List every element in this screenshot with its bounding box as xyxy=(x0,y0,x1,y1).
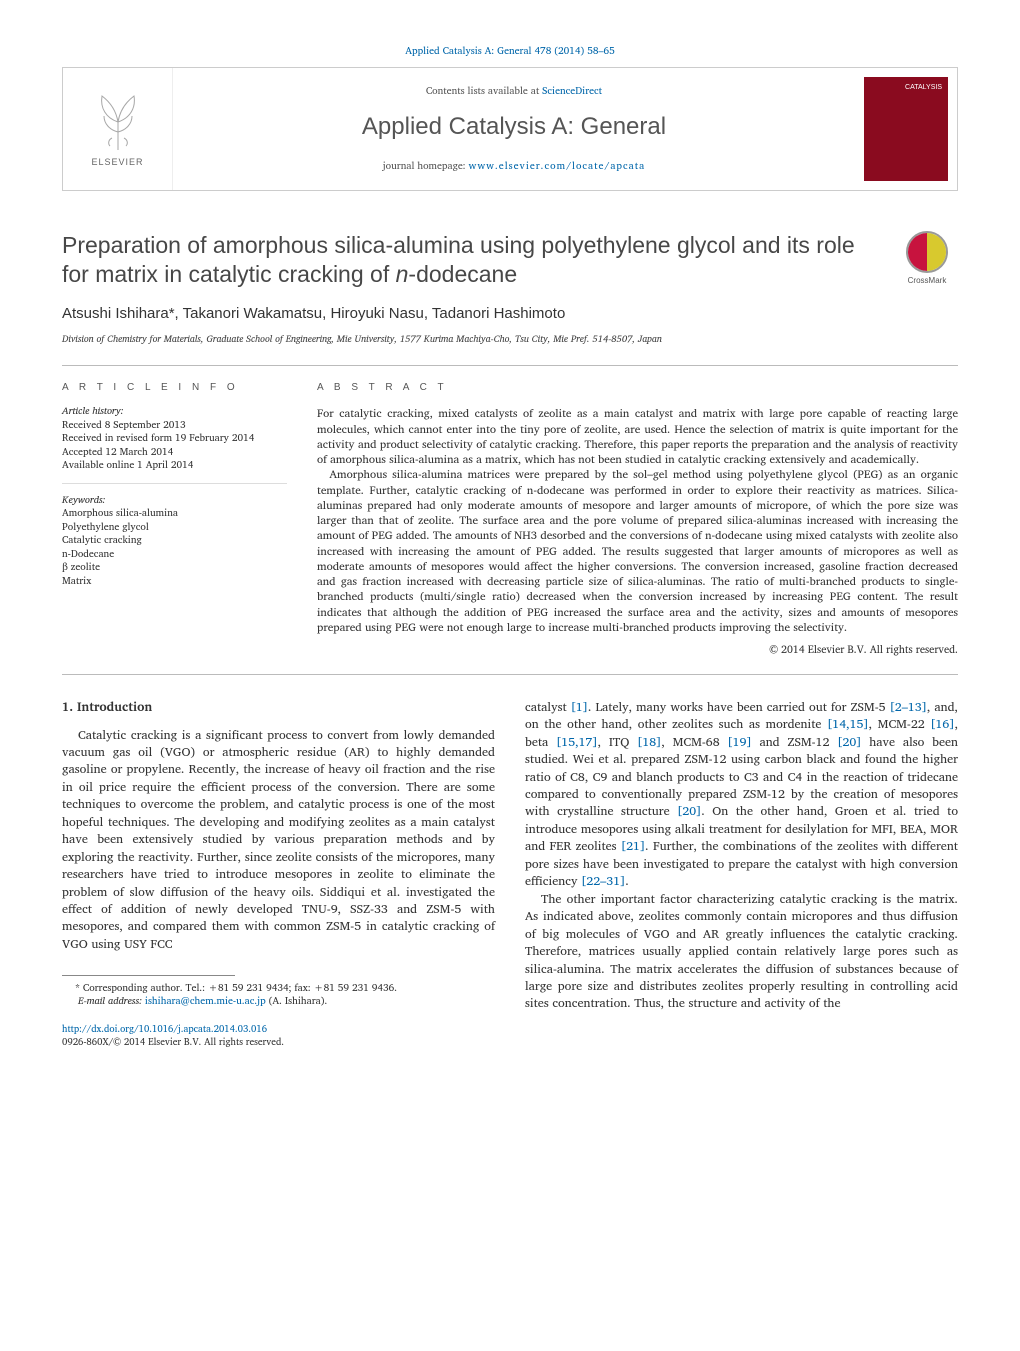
body-para: Catalytic cracking is a significant proc… xyxy=(62,727,495,954)
abstract-para: Amorphous silica-alumina matrices were p… xyxy=(317,466,958,634)
sciencedirect-link[interactable]: ScienceDirect xyxy=(542,83,602,99)
journal-header-center: Contents lists available at ScienceDirec… xyxy=(173,68,855,190)
journal-title: Applied Catalysis A: General xyxy=(362,109,666,145)
keyword-item: Matrix xyxy=(62,575,287,589)
rule-history-kw xyxy=(62,483,287,484)
contents-prefix: Contents lists available at xyxy=(426,83,542,99)
email-footnote: E-mail address: ishihara@chem.mie-u.ac.j… xyxy=(62,995,495,1008)
homepage-prefix: journal homepage: xyxy=(383,158,469,174)
keyword-item: β zeolite xyxy=(62,561,287,575)
crossmark-label: CrossMark xyxy=(896,275,958,287)
article-info-heading: a r t i c l e i n f o xyxy=(62,380,287,395)
abstract-body: For catalytic cracking, mixed catalysts … xyxy=(317,405,958,634)
article-title: Preparation of amorphous silica-alumina … xyxy=(62,231,882,289)
body-column-right: catalyst [1]. Lately, many works have be… xyxy=(525,699,958,1049)
crossmark-icon xyxy=(906,231,948,273)
issn-copyright-line: 0926-860X/© 2014 Elsevier B.V. All right… xyxy=(62,1035,284,1050)
abstract-heading: a b s t r a c t xyxy=(317,380,958,395)
body-para: The other important factor characterizin… xyxy=(525,891,958,1013)
crossmark-badge[interactable]: CrossMark xyxy=(896,231,958,287)
email-label: E-mail address: xyxy=(78,993,145,1009)
journal-header: ELSEVIER Contents lists available at Sci… xyxy=(62,67,958,191)
rule-top xyxy=(62,365,958,366)
footnote-separator xyxy=(62,975,235,976)
journal-ref-line: Applied Catalysis A: General 478 (2014) … xyxy=(62,44,958,59)
journal-homepage-line: journal homepage: www.elsevier.com/locat… xyxy=(383,159,646,174)
journal-homepage-link[interactable]: www.elsevier.com/locate/apcata xyxy=(469,158,646,174)
article-history: Article history: Received 8 September 20… xyxy=(62,405,287,473)
doi-block: http://dx.doi.org/10.1016/j.apcata.2014.… xyxy=(62,1024,495,1049)
keywords-block: Keywords: Amorphous silica-alumina Polye… xyxy=(62,494,287,589)
authors-line: Atsushi Ishihara*, Takanori Wakamatsu, H… xyxy=(62,303,958,326)
publisher-logo-block: ELSEVIER xyxy=(63,68,173,190)
contents-available-line: Contents lists available at ScienceDirec… xyxy=(426,84,602,99)
authors-text: Atsushi Ishihara*, Takanori Wakamatsu, H… xyxy=(62,305,565,322)
journal-cover-thumb: CATALYSIS xyxy=(864,77,948,181)
publisher-name: ELSEVIER xyxy=(91,156,143,170)
rule-below-abstract xyxy=(62,674,958,675)
abstract-para: For catalytic cracking, mixed catalysts … xyxy=(317,405,958,466)
section-heading-intro: 1. Introduction xyxy=(62,699,495,717)
cover-label: CATALYSIS xyxy=(905,83,942,94)
title-part-ital: n xyxy=(396,261,409,287)
title-part-post: -dodecane xyxy=(408,261,517,287)
corr-author-email-link[interactable]: ishihara@chem.mie-u.ac.jp xyxy=(145,993,266,1009)
abstract-copyright: © 2014 Elsevier B.V. All rights reserved… xyxy=(317,642,958,658)
elsevier-tree-icon xyxy=(86,88,150,152)
journal-cover-thumb-block: CATALYSIS xyxy=(855,68,957,190)
body-para: catalyst [1]. Lately, many works have be… xyxy=(525,699,958,891)
history-online: Available online 1 April 2014 xyxy=(62,459,287,473)
email-suffix: (A. Ishihara). xyxy=(269,993,328,1009)
journal-ref-link[interactable]: Applied Catalysis A: General 478 (2014) … xyxy=(405,43,615,59)
affiliation-line: Division of Chemistry for Materials, Gra… xyxy=(62,333,958,347)
body-column-left: 1. Introduction Catalytic cracking is a … xyxy=(62,699,495,1049)
